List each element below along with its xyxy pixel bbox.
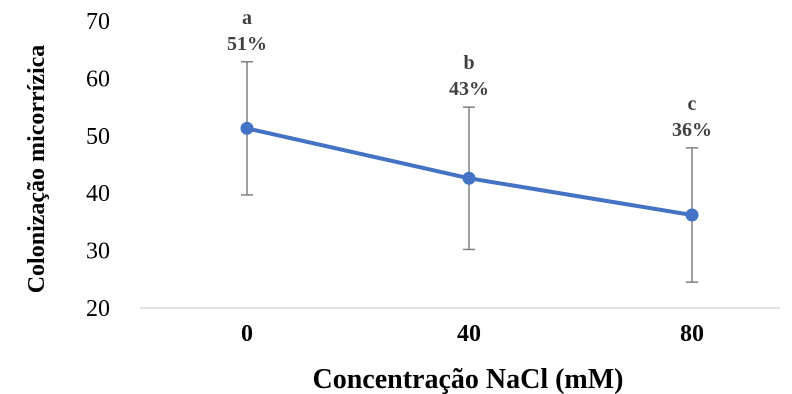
data-label-0: 51% (227, 33, 267, 55)
y-tick-label-40: 40 (86, 181, 110, 207)
x-axis-title: Concentração NaCl (mM) (312, 364, 623, 394)
y-tick-label-20: 20 (86, 296, 110, 322)
x-tick-label-40: 40 (457, 321, 481, 347)
y-tick-label-50: 50 (86, 124, 110, 150)
y-axis-title: Colonização micorrízica (24, 45, 50, 294)
x-axis-ticks: 0 40 80 (241, 321, 704, 347)
data-label-1: 43% (449, 78, 489, 100)
y-tick-label-30: 30 (86, 239, 110, 265)
data-point-40 (462, 171, 476, 185)
significance-letter-0: a (242, 7, 252, 29)
significance-letter-1: b (463, 52, 474, 74)
y-tick-label-70: 70 (86, 9, 110, 35)
data-label-2: 36% (672, 119, 712, 141)
significance-letter-2: c (688, 93, 697, 115)
x-tick-label-80: 80 (680, 321, 704, 347)
data-point-0 (240, 121, 254, 135)
x-tick-label-0: 0 (241, 321, 253, 347)
data-points (240, 121, 699, 222)
y-tick-label-60: 60 (86, 66, 110, 92)
y-axis-ticks: 20 30 40 50 60 70 (86, 9, 110, 322)
data-labels: a 51% b 43% c 36% (227, 7, 712, 141)
data-point-80 (685, 208, 699, 222)
